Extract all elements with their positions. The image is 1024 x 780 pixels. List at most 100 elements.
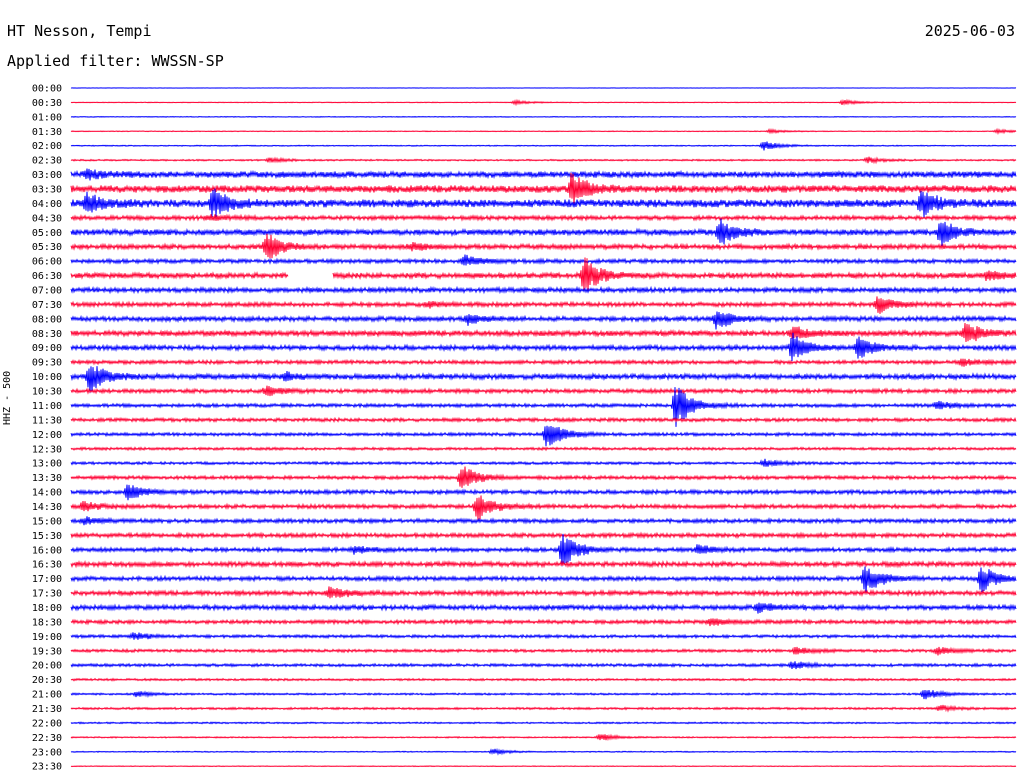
trace-line: [70, 188, 1017, 218]
time-tick-label: 02:00: [32, 141, 62, 152]
trace-line: [70, 296, 1017, 314]
trace-line: [70, 87, 1017, 89]
trace-line: [70, 115, 1017, 118]
trace-line: [70, 323, 1017, 342]
time-tick-label: 23:30: [32, 762, 62, 773]
trace-line: [70, 602, 1017, 614]
trace-line: [70, 617, 1017, 627]
time-tick-label: 22:30: [32, 733, 62, 744]
time-tick-label: 20:30: [32, 675, 62, 686]
time-tick-label: 01:00: [32, 112, 62, 123]
time-tick-label: 04:30: [32, 213, 62, 224]
time-tick-label: 01:30: [32, 127, 62, 138]
time-tick-label: 21:30: [32, 704, 62, 715]
trace-line: [70, 586, 1017, 599]
trace-line: [70, 257, 1017, 291]
time-tick-label: 05:30: [32, 242, 62, 253]
trace-line: [70, 484, 1017, 501]
trace-line: [70, 661, 1017, 670]
trace-line: [70, 254, 1017, 266]
trace-line: [70, 366, 1017, 394]
time-tick-label: 11:00: [32, 401, 62, 412]
trace-line: [70, 516, 1017, 526]
trace-line: [70, 747, 1017, 756]
trace-line: [70, 765, 1017, 768]
time-tick-label: 14:30: [32, 502, 62, 513]
time-tick-label: 16:00: [32, 545, 62, 556]
time-tick-label: 03:30: [32, 185, 62, 196]
trace-line: [70, 531, 1017, 540]
trace-line: [70, 416, 1017, 424]
trace-line: [70, 689, 1017, 700]
time-tick-label: 09:00: [32, 343, 62, 354]
trace-line: [70, 218, 1017, 246]
trace-line: [70, 677, 1017, 682]
time-tick-label: 04:00: [32, 199, 62, 210]
trace-line: [70, 141, 1017, 151]
time-tick-label: 23:00: [32, 747, 62, 758]
trace-line: [70, 458, 1017, 468]
trace-line: [70, 466, 1017, 488]
time-tick-label: 00:00: [32, 84, 62, 95]
time-tick-label: 20:00: [32, 661, 62, 672]
time-tick-label: 09:30: [32, 358, 62, 369]
time-tick-label: 19:30: [32, 646, 62, 657]
station-title: HT Nesson, Tempi: [7, 22, 152, 40]
trace-line: [70, 632, 1017, 640]
time-tick-label: 22:00: [32, 718, 62, 729]
time-tick-label: 11:30: [32, 415, 62, 426]
filter-label: Applied filter: WWSSN-SP: [7, 52, 224, 70]
time-tick-label: 08:30: [32, 329, 62, 340]
trace-line: [70, 233, 1017, 259]
time-tick-label: 10:00: [32, 372, 62, 383]
time-tick-label: 21:00: [32, 690, 62, 701]
time-tick-label: 02:30: [32, 156, 62, 167]
trace-line: [70, 704, 1017, 713]
time-tick-label: 08:00: [32, 314, 62, 325]
trace-line: [70, 358, 1017, 367]
trace-line: [70, 213, 1017, 222]
trace-line: [70, 98, 1017, 107]
trace-line: [70, 311, 1017, 330]
time-tick-label: 07:00: [32, 286, 62, 297]
trace-line: [70, 533, 1017, 567]
time-tick-label: 12:30: [32, 444, 62, 455]
time-tick-label: 19:00: [32, 632, 62, 643]
time-tick-label: 06:00: [32, 257, 62, 268]
trace-line: [70, 425, 1017, 447]
trace-line: [70, 127, 1017, 136]
trace-line: [70, 168, 1017, 181]
trace-line: [70, 387, 1017, 427]
time-tick-label: 15:00: [32, 516, 62, 527]
time-tick-label: 16:30: [32, 560, 62, 571]
date-label: 2025-06-03: [924, 22, 1015, 40]
trace-line: [70, 172, 1017, 205]
time-tick-label: 05:00: [32, 228, 62, 239]
time-tick-label: 14:00: [32, 488, 62, 499]
trace-line: [70, 332, 1017, 361]
time-tick-label: 17:30: [32, 589, 62, 600]
trace-line: [70, 646, 1017, 656]
time-tick-label: 15:30: [32, 531, 62, 542]
time-tick-label: 07:30: [32, 300, 62, 311]
trace-line: [70, 156, 1017, 165]
trace-line: [70, 385, 1017, 397]
time-tick-label: 18:00: [32, 603, 62, 614]
time-tick-label: 13:00: [32, 459, 62, 470]
trace-line: [70, 721, 1017, 725]
trace-line: [70, 285, 1017, 295]
trace-line: [70, 566, 1017, 595]
time-tick-label: 13:30: [32, 473, 62, 484]
trace-line: [70, 733, 1017, 742]
time-tick-label: 00:30: [32, 98, 62, 109]
trace-line: [70, 559, 1017, 569]
time-tick-label: 17:00: [32, 574, 62, 585]
time-tick-label: 18:30: [32, 617, 62, 628]
time-tick-label: 12:00: [32, 430, 62, 441]
trace-line: [70, 495, 1017, 520]
time-tick-label: 03:00: [32, 170, 62, 181]
trace-line: [70, 446, 1017, 452]
time-tick-label: 10:30: [32, 387, 62, 398]
time-tick-label: 06:30: [32, 271, 62, 282]
